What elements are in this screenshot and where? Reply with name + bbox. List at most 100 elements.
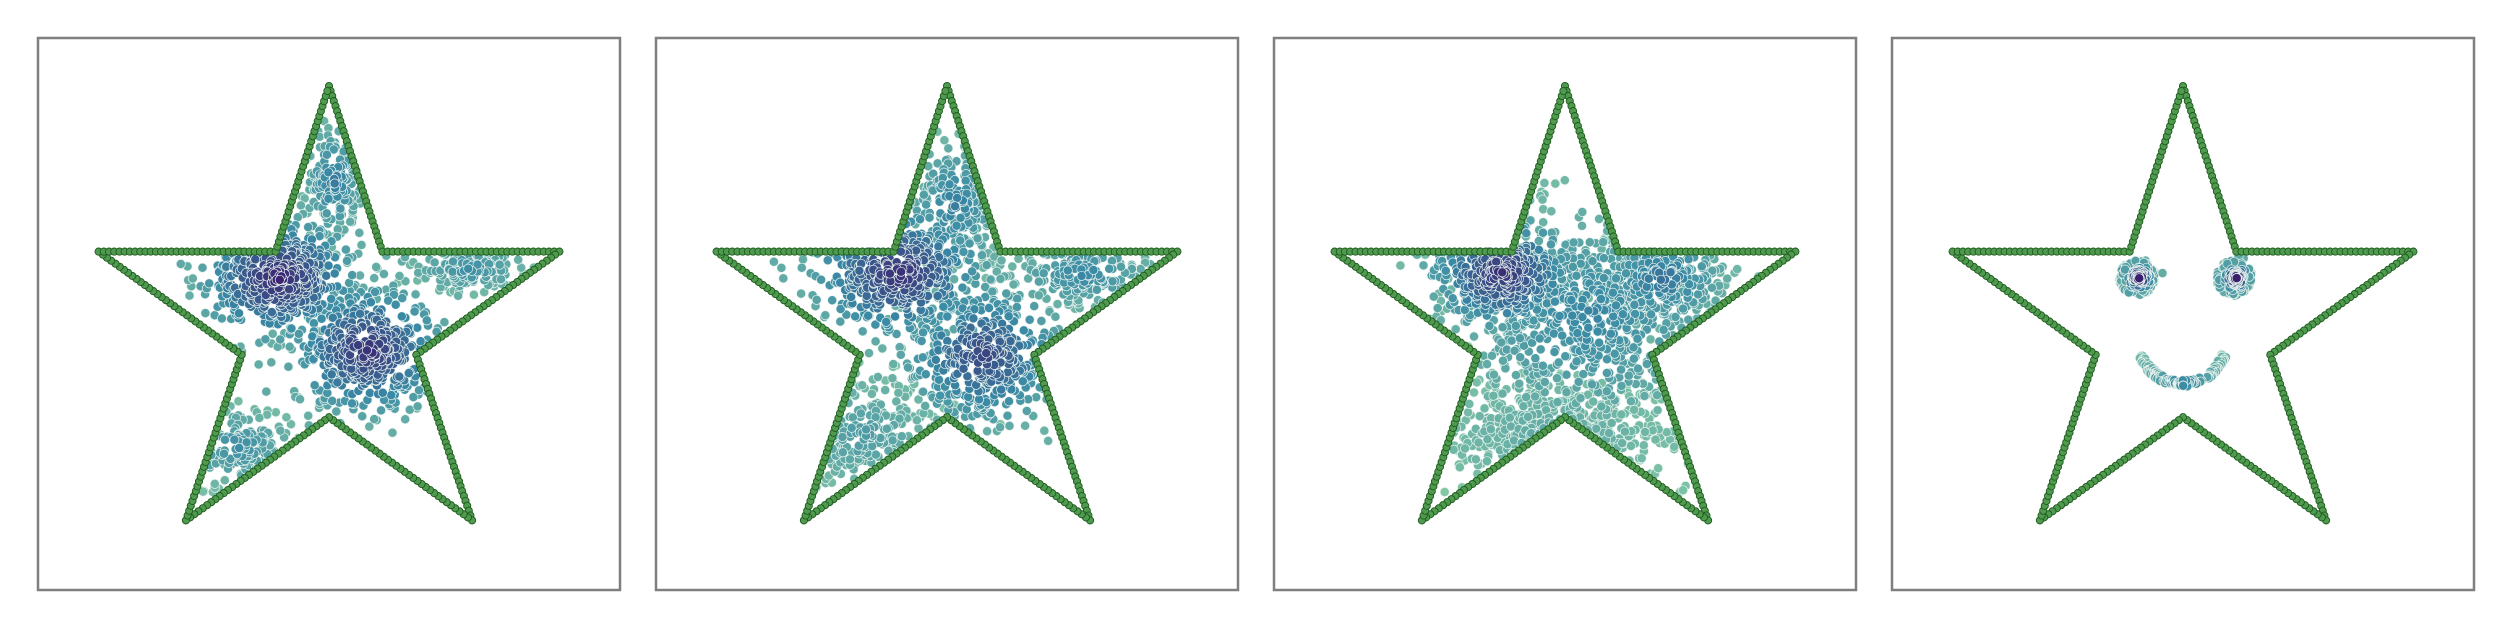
sample-point: [890, 311, 901, 322]
sample-point: [1460, 443, 1470, 454]
sample-point: [1440, 265, 1451, 276]
sample-point: [1596, 401, 1607, 412]
sample-point: [1552, 373, 1562, 384]
sample-point: [1521, 392, 1532, 403]
sample-point: [1473, 437, 1484, 448]
sample-point: [916, 336, 927, 346]
sample-point: [933, 241, 944, 252]
sample-point: [353, 340, 364, 351]
sample-point: [996, 384, 1007, 395]
sample-point: [968, 313, 979, 324]
sample-point: [958, 363, 969, 374]
sample-point: [355, 308, 365, 319]
sample-point: [332, 377, 343, 388]
sample-point: [1546, 239, 1556, 250]
sample-point: [234, 308, 244, 319]
sample-point: [1003, 311, 1014, 322]
sample-point: [857, 326, 868, 337]
sample-point: [233, 396, 244, 407]
sample-point: [995, 273, 1006, 284]
sample-point: [1594, 214, 1605, 224]
sample-point: [1693, 289, 1703, 300]
sample-point: [1650, 434, 1661, 445]
sample-point: [1552, 397, 1563, 408]
sample-point: [1474, 411, 1485, 422]
sample-point: [996, 255, 1007, 266]
sample-point: [513, 254, 524, 265]
sample-point: [1653, 463, 1664, 474]
sample-point: [1523, 411, 1533, 422]
sample-point: [866, 388, 877, 399]
sample-point: [837, 432, 848, 442]
sample-point: [383, 295, 394, 306]
sample-point: [347, 398, 357, 409]
sample-point: [1395, 260, 1406, 271]
sample-point: [200, 308, 211, 319]
sample-point: [1583, 322, 1594, 333]
sample-point: [394, 271, 405, 281]
sample-point: [887, 435, 898, 446]
sample-point: [1484, 320, 1495, 331]
sample-point: [1537, 194, 1548, 205]
sample-point: [846, 422, 857, 433]
sample-point: [1012, 293, 1023, 304]
sample-point: [303, 410, 314, 421]
sample-point: [960, 272, 971, 283]
sample-point: [386, 390, 397, 401]
sample-point: [1611, 273, 1621, 284]
sample-point: [275, 334, 286, 345]
sample-point: [1638, 440, 1649, 451]
sample-point: [1515, 333, 1525, 344]
sample-point: [1471, 377, 1482, 388]
sample-point: [903, 362, 913, 373]
sample-point: [984, 303, 994, 313]
sample-point: [1005, 336, 1016, 347]
sample-point: [1611, 300, 1621, 311]
sample-point: [1561, 387, 1572, 398]
sample-point: [982, 426, 993, 437]
sample-point: [220, 434, 230, 445]
sample-point: [1604, 428, 1614, 439]
sample-point: [323, 193, 334, 204]
sample-point: [1039, 425, 1050, 436]
sample-point: [796, 288, 807, 299]
sample-point: [1418, 260, 1429, 271]
sample-point: [326, 369, 337, 380]
sample-point: [1031, 392, 1042, 403]
sample-point: [274, 274, 285, 285]
sample-point: [219, 448, 229, 459]
sample-point: [408, 392, 419, 403]
sample-point: [225, 453, 236, 464]
sample-point: [1617, 438, 1628, 449]
sample-point: [1567, 261, 1578, 272]
sample-point: [943, 143, 954, 154]
sample-point: [1535, 344, 1546, 355]
sample-point: [877, 343, 888, 354]
sample-point: [253, 359, 264, 370]
sample-point: [412, 401, 423, 412]
sample-point: [1577, 220, 1587, 231]
boundary-point: [323, 86, 332, 96]
sample-point: [321, 270, 332, 281]
sample-point: [369, 414, 380, 425]
sample-point: [1530, 353, 1541, 364]
sample-point: [920, 369, 931, 380]
sample-point: [1029, 301, 1040, 312]
sample-point: [321, 149, 332, 160]
sample-point: [1607, 287, 1618, 298]
sample-point: [270, 407, 281, 418]
sample-point: [1571, 356, 1582, 367]
sample-point: [281, 412, 292, 423]
sample-point: [850, 311, 861, 322]
sample-point: [1636, 453, 1647, 464]
sample-point: [1116, 261, 1126, 272]
sample-point: [468, 289, 479, 300]
sample-point: [1683, 254, 1694, 265]
sample-point: [1487, 350, 1497, 361]
sample-point: [1511, 370, 1521, 381]
sample-point: [1024, 314, 1035, 325]
sample-point: [893, 387, 904, 398]
sample-point: [219, 475, 230, 486]
sample-point: [958, 246, 969, 257]
